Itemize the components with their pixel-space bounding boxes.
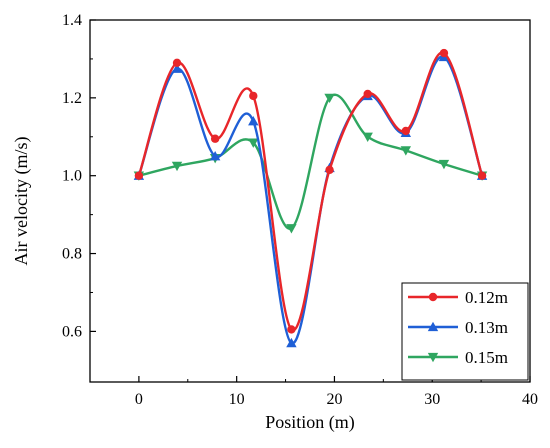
data-point-0-3 — [249, 91, 258, 101]
y-axis-title: Air velocity (m/s) — [11, 137, 32, 266]
y-tick-label: 1.0 — [62, 168, 82, 185]
y-tick-label: 0.6 — [62, 323, 82, 340]
legend-label-1: 0.13m — [465, 318, 508, 337]
legend-label-2: 0.15m — [465, 348, 508, 367]
data-point-1-2 — [209, 151, 221, 161]
data-point-2-3 — [248, 138, 259, 148]
legend-box — [401, 282, 529, 381]
legend-marker-1 — [427, 321, 439, 332]
data-point-0-7 — [401, 126, 411, 136]
x-tick-label: 30 — [424, 391, 440, 408]
legend-marker-shape-0 — [428, 292, 438, 302]
data-point-0-6 — [363, 89, 372, 99]
legend-marker-shape-1 — [427, 321, 439, 332]
data-point-0-4 — [287, 325, 296, 334]
series-2 — [133, 93, 488, 234]
data-point-0-8 — [439, 48, 449, 58]
data-point-0-1 — [172, 58, 182, 68]
x-tick-label: 10 — [229, 391, 245, 408]
legend-marker-2 — [427, 352, 439, 363]
data-point-0-5 — [325, 165, 334, 175]
data-point-1-3 — [248, 116, 259, 126]
x-tick-label: 20 — [326, 391, 342, 408]
legend-label-0: 0.12m — [465, 288, 508, 307]
legend: 0.12m 0.13m 0.15m — [401, 282, 529, 381]
data-point-2-1 — [171, 161, 183, 172]
series-layer — [133, 48, 488, 348]
series-line-0 — [137, 51, 484, 332]
y-tick-label: 1.4 — [62, 12, 82, 29]
data-point-0-2 — [210, 134, 220, 143]
x-tick-label: 40 — [522, 391, 538, 408]
x-tick-label: 0 — [135, 391, 143, 408]
series-line-2 — [138, 93, 483, 230]
plot-frame — [89, 19, 531, 383]
data-point-1-1 — [171, 63, 183, 73]
data-point-2-5 — [324, 93, 335, 104]
data-point-2-4 — [286, 224, 297, 234]
data-point-2-7 — [400, 146, 412, 156]
data-point-1-4 — [286, 337, 297, 348]
y-tick-label: 0.8 — [62, 246, 82, 263]
data-point-2-6 — [362, 132, 373, 142]
data-point-0-9 — [477, 171, 487, 180]
data-point-2-8 — [438, 159, 450, 170]
legend-marker-shape-2 — [427, 352, 439, 363]
series-0 — [134, 48, 487, 334]
x-axis-title: Position (m) — [265, 412, 355, 433]
ticks-layer: 0 10 20 30 40 0.6 0.8 1.0 1.2 1.4 — [62, 12, 538, 408]
data-point-0-0 — [134, 171, 144, 180]
y-tick-label: 1.2 — [62, 90, 82, 107]
legend-marker-0 — [428, 292, 438, 302]
